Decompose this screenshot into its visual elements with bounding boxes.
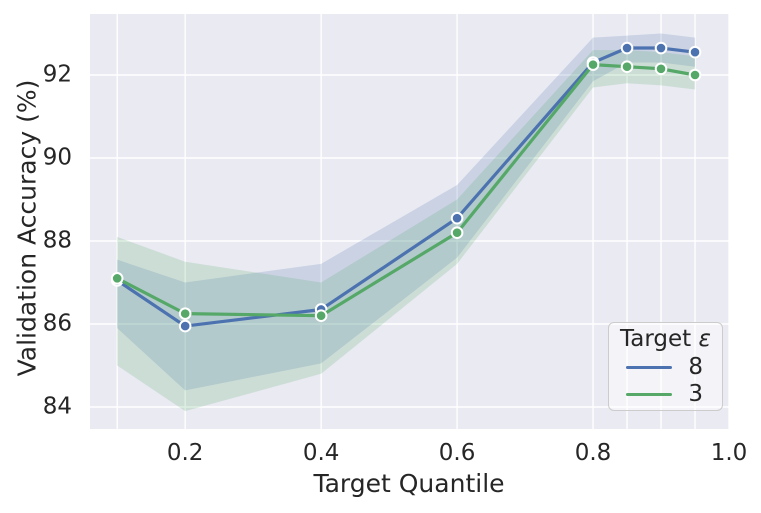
y-tick-label: 88 <box>42 227 72 254</box>
plot-canvas <box>90 14 729 429</box>
data-point-8 <box>450 211 464 225</box>
legend-swatch-line <box>626 392 672 397</box>
x-tick-label: 1.0 <box>710 440 748 466</box>
x-tick-label: 0.4 <box>302 440 340 466</box>
data-point-3 <box>654 62 668 76</box>
epsilon-symbol: ε <box>698 326 711 352</box>
legend-title: Target ε <box>620 326 711 352</box>
legend-entry-label: 3 <box>688 381 703 407</box>
data-point-8 <box>178 319 192 333</box>
data-point-3 <box>620 60 634 74</box>
confidence-band-8 <box>117 33 696 391</box>
data-point-8 <box>688 45 702 59</box>
data-point-3 <box>178 307 192 320</box>
legend-entry: 3 <box>609 381 722 408</box>
legend-swatch-line <box>626 365 672 370</box>
data-point-3 <box>110 272 124 285</box>
confidence-band-3 <box>117 50 696 412</box>
y-tick-label: 90 <box>42 144 72 171</box>
y-tick-label: 86 <box>42 310 72 337</box>
x-tick-label: 0.8 <box>574 440 612 466</box>
y-tick-label: 92 <box>42 61 72 88</box>
data-point-8 <box>654 41 668 55</box>
x-tick-label: 0.6 <box>438 440 476 466</box>
legend-entry-label: 8 <box>688 354 703 380</box>
data-point-3 <box>450 226 464 240</box>
data-point-8 <box>620 41 634 55</box>
x-axis-label: Target Quantile <box>313 469 505 498</box>
legend-entry: 8 <box>609 354 722 381</box>
data-point-3 <box>314 309 328 323</box>
y-tick-label: 84 <box>42 393 72 420</box>
data-point-3 <box>688 68 702 82</box>
data-point-3 <box>586 58 600 71</box>
x-tick-label: 0.2 <box>166 440 204 466</box>
